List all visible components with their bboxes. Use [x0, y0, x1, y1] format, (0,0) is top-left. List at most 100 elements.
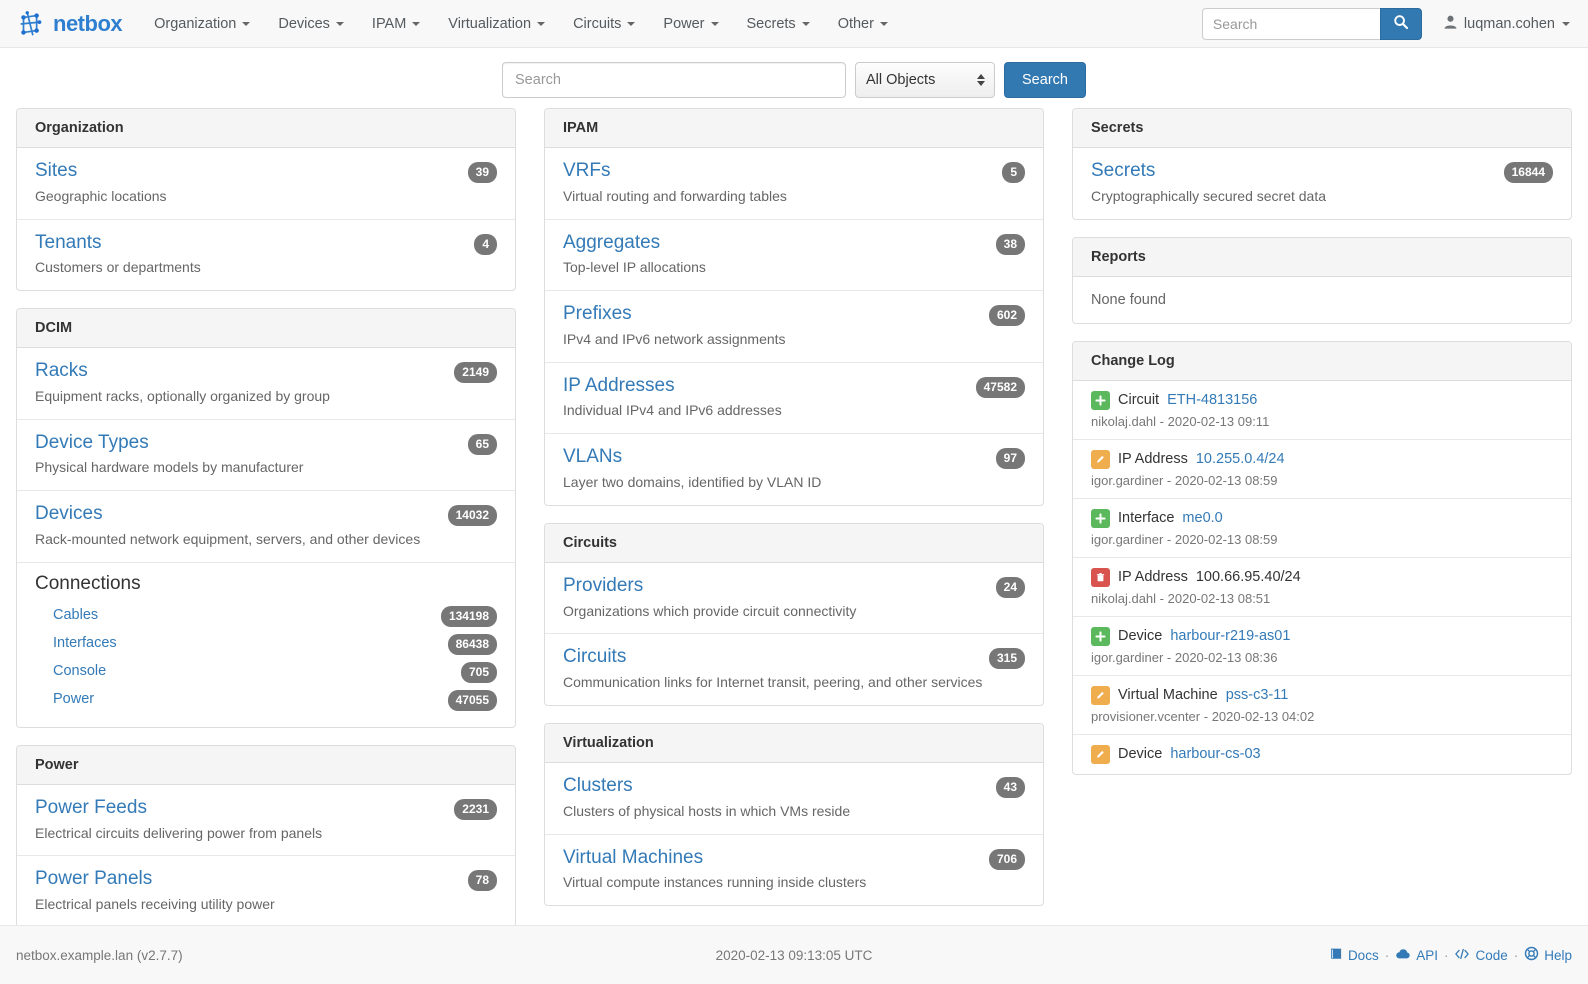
stat-description: Top-level IP allocations: [563, 259, 706, 276]
changelog-row[interactable]: Virtual Machine pss-c3-11 provisioner.vc…: [1073, 676, 1571, 735]
changelog-row[interactable]: Device harbour-cs-03: [1073, 735, 1571, 774]
changelog-user: nikolaj.dahl: [1091, 413, 1157, 429]
connection-link-cables[interactable]: Cables: [53, 606, 99, 623]
stat-link-device-types[interactable]: Device Types: [35, 431, 149, 453]
chevron-down-icon: [537, 21, 546, 26]
search-input[interactable]: [502, 62, 847, 98]
nav-item-label: Power: [663, 15, 705, 32]
changelog-row[interactable]: Device harbour-r219-as01 igor.gardiner -…: [1073, 617, 1571, 676]
user-menu[interactable]: luqman.cohen: [1444, 15, 1574, 33]
stat-row-prefixes[interactable]: Prefixes 602 IPv4 and IPv6 network assig…: [545, 291, 1043, 363]
stat-row-secrets[interactable]: Secrets 16844 Cryptographically secured …: [1073, 148, 1571, 219]
changelog-separator: -: [1166, 649, 1175, 665]
changelog-object-link[interactable]: harbour-r219-as01: [1170, 628, 1291, 645]
panel-body: Secrets 16844 Cryptographically secured …: [1073, 148, 1571, 219]
changelog-row[interactable]: IP Address 10.255.0.4/24 igor.gardiner -…: [1073, 440, 1571, 499]
select-spinner-icon: [977, 74, 986, 86]
connection-link-interfaces[interactable]: Interfaces: [53, 634, 117, 651]
stat-count-badge: 4: [474, 233, 497, 255]
connection-row-interfaces[interactable]: Interfaces 86438: [35, 629, 497, 657]
changelog-object-link[interactable]: ETH-4813156: [1167, 392, 1258, 409]
stat-link-aggregates[interactable]: Aggregates: [563, 231, 661, 253]
stat-description: Virtual routing and forwarding tables: [563, 187, 787, 204]
nav-item-devices[interactable]: Devices: [264, 7, 358, 41]
stat-link-virtual-machines[interactable]: Virtual Machines: [563, 846, 704, 868]
search-button[interactable]: Search: [1004, 62, 1086, 98]
stat-row-circuits[interactable]: Circuits 315 Communication links for Int…: [545, 634, 1043, 705]
changelog-meta: igor.gardiner - 2020-02-13 08:59: [1091, 532, 1553, 547]
stat-row-providers[interactable]: Providers 24 Organizations which provide…: [545, 563, 1043, 635]
stat-link-secrets[interactable]: Secrets: [1091, 160, 1156, 181]
changelog-row[interactable]: Interface me0.0 igor.gardiner - 2020-02-…: [1073, 499, 1571, 558]
changelog-meta: igor.gardiner - 2020-02-13 08:59: [1091, 473, 1553, 488]
navbar-search-input[interactable]: [1201, 7, 1380, 40]
stat-row-aggregates[interactable]: Aggregates 38 Top-level IP allocations: [545, 220, 1043, 292]
stat-link-power-feeds[interactable]: Power Feeds: [35, 796, 147, 818]
stat-row-vrfs[interactable]: VRFs 5 Virtual routing and forwarding ta…: [545, 148, 1043, 220]
panel-title: Circuits: [545, 523, 1043, 563]
stat-count-badge: 43: [995, 777, 1025, 799]
nav-item-label: Devices: [278, 15, 330, 32]
stat-row-power-feeds[interactable]: Power Feeds 2231 Electrical circuits del…: [17, 785, 515, 857]
nav-item-secrets[interactable]: Secrets: [733, 7, 824, 41]
stat-link-devices[interactable]: Devices: [35, 503, 103, 525]
connection-link-power[interactable]: Power: [53, 690, 95, 707]
nav-item-organization[interactable]: Organization: [140, 7, 264, 41]
stat-link-clusters[interactable]: Clusters: [563, 775, 633, 797]
stat-count-badge: 65: [467, 433, 497, 455]
stat-row-device-types[interactable]: Device Types 65 Physical hardware models…: [17, 420, 515, 492]
stat-link-prefixes[interactable]: Prefixes: [563, 303, 632, 325]
stat-link-providers[interactable]: Providers: [563, 574, 644, 596]
stat-link-racks[interactable]: Racks: [35, 360, 88, 382]
stat-link-circuits[interactable]: Circuits: [563, 646, 627, 668]
object-type-select[interactable]: All Objects: [855, 62, 996, 98]
footer-link-code[interactable]: Code: [1454, 947, 1508, 964]
changelog-line-primary: IP Address 100.66.95.40/24: [1091, 567, 1553, 587]
connection-row-cables[interactable]: Cables 134198: [35, 601, 497, 629]
stat-row-devices[interactable]: Devices 14032 Rack-mounted network equip…: [17, 491, 515, 563]
changelog-object-link[interactable]: pss-c3-11: [1225, 687, 1289, 704]
stat-link-sites[interactable]: Sites: [35, 160, 78, 181]
changelog-meta: igor.gardiner - 2020-02-13 08:36: [1091, 650, 1553, 665]
stat-row-sites[interactable]: Sites 39 Geographic locations: [17, 148, 515, 220]
stat-row-clusters[interactable]: Clusters 43 Clusters of physical hosts i…: [545, 763, 1043, 835]
stat-row-virtual-machines[interactable]: Virtual Machines 706 Virtual compute ins…: [545, 835, 1043, 906]
connection-row-power[interactable]: Power 47055: [35, 685, 497, 713]
stat-link-power-panels[interactable]: Power Panels: [35, 868, 153, 890]
connections-block: Connections Cables 134198 Interfaces 864…: [17, 563, 515, 727]
stat-link-vrfs[interactable]: VRFs: [563, 160, 611, 181]
connection-link-console[interactable]: Console: [53, 662, 107, 679]
nav-item-virtualization[interactable]: Virtualization: [434, 7, 559, 41]
column-middle: IPAM VRFs 5 Virtual routing and forwardi…: [544, 108, 1044, 923]
changelog-object-link[interactable]: harbour-cs-03: [1170, 746, 1261, 763]
stat-row-power-panels[interactable]: Power Panels 78 Electrical panels receiv…: [17, 856, 515, 927]
nav-item-circuits[interactable]: Circuits: [559, 7, 649, 41]
changelog-row[interactable]: Circuit ETH-4813156 nikolaj.dahl - 2020-…: [1073, 381, 1571, 440]
navbar-search-button[interactable]: [1379, 7, 1422, 40]
stat-count-badge: 2231: [454, 798, 497, 820]
pencil-icon: [1091, 449, 1110, 469]
brand-logo-link[interactable]: netbox: [16, 9, 123, 39]
panel-title: DCIM: [17, 309, 515, 349]
nav-item-ipam[interactable]: IPAM: [358, 7, 434, 41]
stat-link-vlans[interactable]: VLANs: [563, 446, 623, 468]
changelog-object-link[interactable]: 10.255.0.4/24: [1195, 451, 1285, 468]
connection-row-console[interactable]: Console 705: [35, 657, 497, 685]
stat-link-tenants[interactable]: Tenants: [35, 231, 102, 253]
stat-link-ip-addresses[interactable]: IP Addresses: [563, 374, 675, 396]
changelog-row[interactable]: IP Address 100.66.95.40/24 nikolaj.dahl …: [1073, 558, 1571, 617]
changelog-object-type: Interface: [1118, 510, 1175, 527]
stat-row-vlans[interactable]: VLANs 97 Layer two domains, identified b…: [545, 434, 1043, 505]
nav-item-power[interactable]: Power: [649, 7, 732, 41]
changelog-separator: -: [1159, 590, 1168, 606]
changelog-object-link[interactable]: me0.0: [1182, 510, 1223, 527]
nav-item-other[interactable]: Other: [824, 7, 902, 41]
stat-count-badge: 2149: [454, 362, 497, 384]
life-ring-icon: [1524, 946, 1539, 964]
footer-link-help[interactable]: Help: [1524, 946, 1572, 964]
footer-link-docs[interactable]: Docs: [1329, 947, 1379, 964]
stat-row-tenants[interactable]: Tenants 4 Customers or departments: [17, 220, 515, 291]
footer-link-api[interactable]: API: [1395, 947, 1438, 964]
stat-row-racks[interactable]: Racks 2149 Equipment racks, optionally o…: [17, 348, 515, 420]
stat-row-ip-addresses[interactable]: IP Addresses 47582 Individual IPv4 and I…: [545, 363, 1043, 435]
